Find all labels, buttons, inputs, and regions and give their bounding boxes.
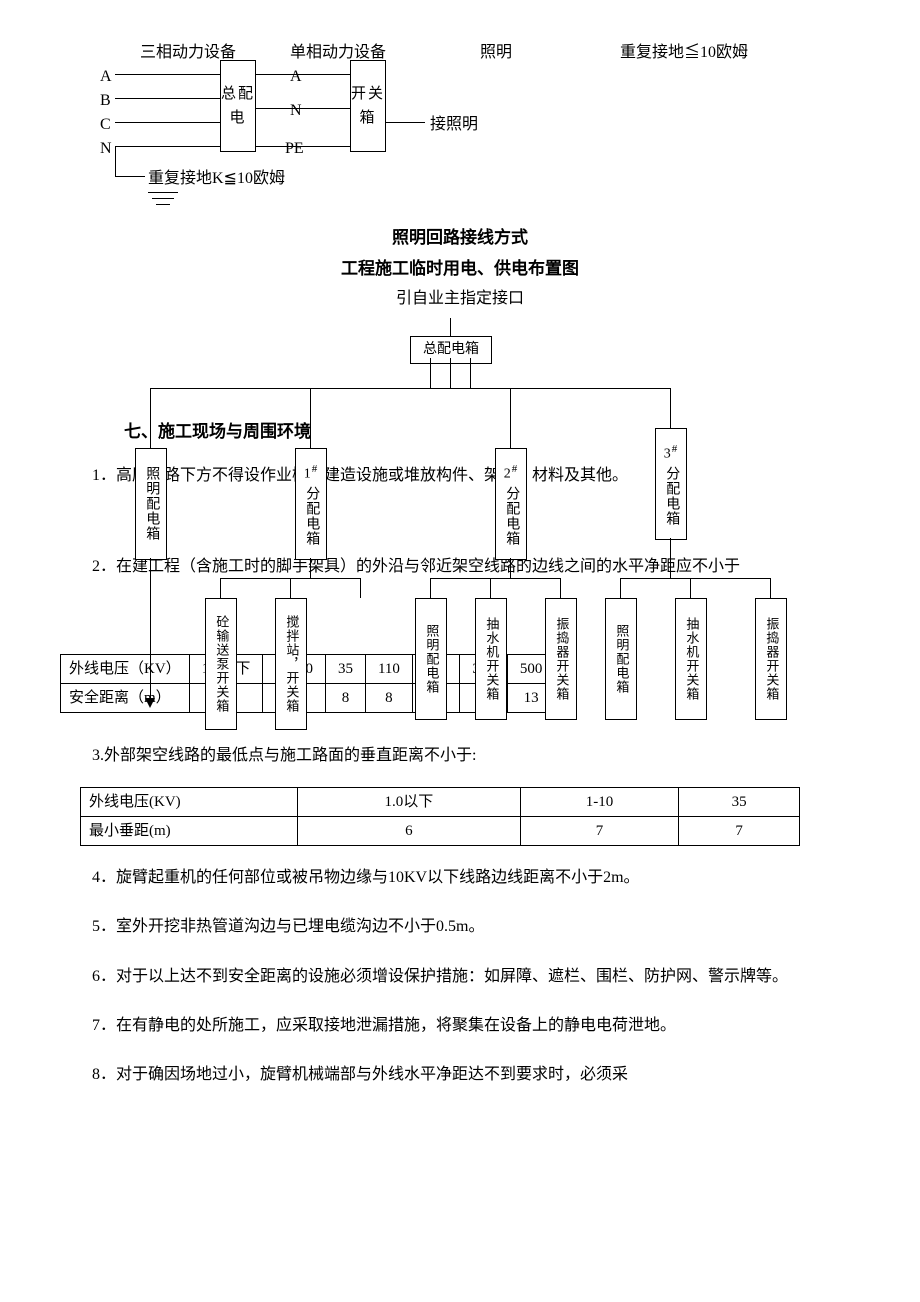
main-dist-label: 总配电 bbox=[221, 82, 255, 130]
line bbox=[255, 146, 350, 147]
line bbox=[430, 358, 431, 388]
label-repeat-ground: 重复接地≦10欧姆 bbox=[620, 40, 748, 66]
line bbox=[450, 318, 451, 336]
leaf-box: 抽水机开关箱 bbox=[475, 598, 507, 720]
main-box-label: 总配电箱 bbox=[423, 342, 479, 357]
cell: 8 bbox=[365, 683, 412, 712]
line bbox=[115, 74, 220, 75]
ground-symbol bbox=[152, 198, 174, 199]
title-wiring: 照明回路接线方式 bbox=[60, 224, 860, 251]
main-box: 总配电箱 bbox=[410, 336, 492, 364]
line bbox=[220, 578, 221, 598]
line bbox=[670, 538, 671, 578]
line bbox=[510, 558, 511, 578]
para6: 6．对于以上达不到安全距离的设施必须增设保护措施：如屏障、遮栏、围栏、防护网、警… bbox=[60, 959, 860, 994]
line bbox=[430, 578, 431, 598]
leaf-box: 照明配电箱 bbox=[415, 598, 447, 720]
mid-a: A bbox=[290, 64, 302, 90]
cell: 6 bbox=[298, 817, 521, 846]
para4: 4．旋臂起重机的任何部位或被吊物边缘与10KV以下线路边线距离不小于2m。 bbox=[60, 860, 860, 895]
line bbox=[115, 146, 116, 176]
label-lighting: 照明 bbox=[480, 40, 512, 66]
line bbox=[255, 108, 350, 109]
line bbox=[310, 558, 311, 578]
cell: 7 bbox=[679, 817, 800, 846]
cell: 35 bbox=[679, 788, 800, 817]
header: 外线电压(KV) bbox=[81, 788, 298, 817]
cell: 7 bbox=[520, 817, 679, 846]
line bbox=[115, 146, 220, 147]
line bbox=[255, 74, 350, 75]
header: 外线电压（KV） bbox=[61, 654, 190, 683]
mid-n: N bbox=[290, 98, 302, 124]
ground-symbol bbox=[148, 192, 178, 193]
line bbox=[510, 388, 511, 448]
line bbox=[450, 358, 451, 388]
header: 安全距离（m） bbox=[61, 683, 190, 712]
table-row: 最小垂距(m) 6 7 7 bbox=[81, 817, 800, 846]
to-lighting: 接照明 bbox=[430, 112, 478, 138]
cell: 8 bbox=[325, 683, 365, 712]
line bbox=[490, 578, 491, 598]
leaf-box: 照明配电箱 bbox=[605, 598, 637, 720]
para8: 8．对于确因场地过小，旋臂机械端部与外线水平净距达不到要求时，必须采 bbox=[60, 1057, 860, 1092]
leaf-box: 抽水机开关箱 bbox=[675, 598, 707, 720]
line bbox=[770, 578, 771, 598]
subtitle-owner: 引自业主指定接口 bbox=[60, 286, 860, 312]
cell: 110 bbox=[365, 654, 412, 683]
para5: 5．室外开挖非热管道沟边与已埋电缆沟边不小于0.5m。 bbox=[60, 909, 860, 944]
line bbox=[690, 578, 691, 598]
wiring-diagram: 三相动力设备 单相动力设备 照明 重复接地≦10欧姆 A B C N 总配电 A… bbox=[100, 40, 860, 220]
table-vertical-distance: 外线电压(KV) 1.0以下 1-10 35 最小垂距(m) 6 7 7 bbox=[80, 787, 800, 846]
para3: 3.外部架空线路的最低点与施工路面的垂直距离不小于: bbox=[60, 738, 860, 773]
lighting-box-label: 照明配电箱 bbox=[140, 466, 162, 541]
line bbox=[620, 578, 770, 579]
para2: 2．在建工程（含施工时的脚手架具）的外沿与邻近架空线路的边线之间的水平净距应不小… bbox=[60, 548, 820, 586]
row-b: B bbox=[100, 88, 111, 114]
arrow-icon bbox=[145, 698, 155, 708]
header: 最小垂距(m) bbox=[81, 817, 298, 846]
main-dist-box: 总配电 bbox=[220, 60, 256, 152]
line bbox=[430, 578, 560, 579]
para7: 7．在有静电的处所施工，应采取接地泄漏措施，将聚集在设备上的静电电荷泄地。 bbox=[60, 1008, 860, 1043]
line bbox=[115, 98, 220, 99]
repeat-ground-k: 重复接地K≦10欧姆 bbox=[148, 166, 285, 192]
mid-pe: PE bbox=[285, 136, 304, 162]
leaf-box: 振捣器开关箱 bbox=[755, 598, 787, 720]
branch-box-3: 3#分配电箱 bbox=[655, 428, 687, 540]
line bbox=[560, 578, 561, 598]
title-layout: 工程施工临时用电、供电布置图 bbox=[60, 255, 860, 282]
lighting-box: 照明配电箱 bbox=[135, 448, 167, 560]
line bbox=[115, 122, 220, 123]
leaf-box: 振捣器开关箱 bbox=[545, 598, 577, 720]
line bbox=[360, 578, 361, 598]
line bbox=[290, 578, 291, 598]
line bbox=[385, 122, 425, 123]
ground-symbol bbox=[156, 204, 170, 205]
leaf-box: 搅拌站，开关箱 bbox=[275, 598, 307, 730]
switch-box-label: 开关箱 bbox=[351, 82, 385, 130]
switch-box: 开关箱 bbox=[350, 60, 386, 152]
branch-box-1: 1#分配电箱 bbox=[295, 448, 327, 560]
cell: 35 bbox=[325, 654, 365, 683]
line bbox=[115, 176, 145, 177]
line bbox=[620, 578, 621, 598]
line bbox=[150, 558, 151, 698]
section-heading: 七、施工现场与周围环境 bbox=[124, 418, 311, 445]
branch-box-2: 2#分配电箱 bbox=[495, 448, 527, 560]
distribution-tree: 总配电箱 七、施工现场与周围环境 1．高压线路下方不得设作业棚、建造设施或堆放构… bbox=[60, 318, 860, 738]
table-row: 外线电压(KV) 1.0以下 1-10 35 bbox=[81, 788, 800, 817]
row-n: N bbox=[100, 136, 112, 162]
row-c: C bbox=[100, 112, 111, 138]
para1: 1．高压线路下方不得设作业棚、建造设施或堆放构件、架具、材料及其他。 bbox=[60, 458, 820, 493]
cell: 1.0以下 bbox=[298, 788, 521, 817]
line bbox=[150, 388, 670, 389]
row-a: A bbox=[100, 64, 112, 90]
line bbox=[470, 358, 471, 388]
leaf-box: 砼输送泵开关箱 bbox=[205, 598, 237, 730]
cell: 1-10 bbox=[520, 788, 679, 817]
